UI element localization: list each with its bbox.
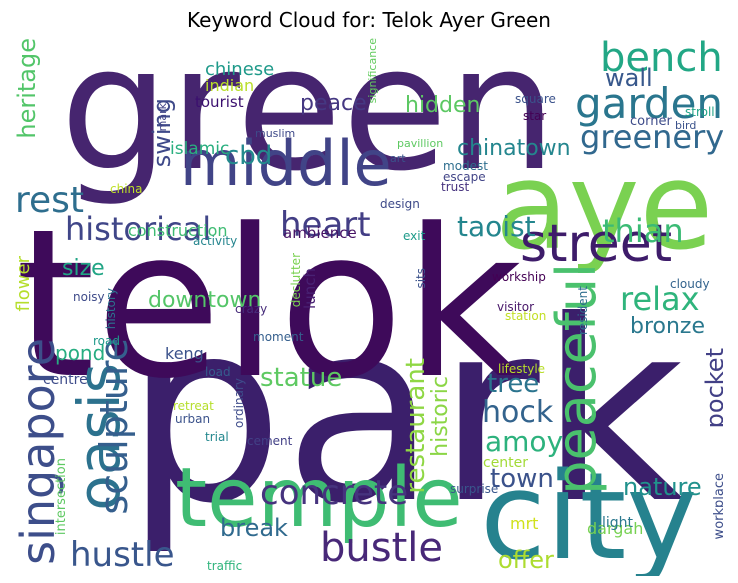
word-bustle: bustle bbox=[320, 525, 443, 571]
word-pond: pond bbox=[55, 341, 106, 365]
word-history: history bbox=[104, 288, 118, 330]
word-escape: escape bbox=[443, 170, 486, 184]
word-surprise: surprise bbox=[450, 482, 499, 496]
word-muslim: muslim bbox=[255, 127, 296, 140]
word-modest: modest bbox=[443, 159, 488, 173]
word-mark: mark bbox=[156, 103, 169, 132]
word-relax: relax bbox=[620, 280, 700, 318]
word-china: china bbox=[110, 182, 143, 196]
word-pavillion: pavillion bbox=[397, 137, 444, 150]
word-corner: corner bbox=[630, 114, 672, 129]
word-historical: historical bbox=[65, 210, 212, 248]
word-islamic: islamic bbox=[170, 139, 230, 159]
word-size: size bbox=[62, 256, 105, 281]
word-road: road bbox=[93, 334, 120, 348]
word-lifestyle: lifestyle bbox=[498, 362, 546, 376]
word-park: park bbox=[125, 267, 685, 558]
word-traffic: traffic bbox=[207, 559, 243, 573]
word-trial: trial bbox=[205, 430, 229, 444]
word-keng: keng bbox=[165, 344, 204, 363]
word-retreat: retreat bbox=[173, 399, 214, 413]
word-peace: peace bbox=[300, 91, 367, 116]
word-square: square bbox=[515, 92, 556, 106]
word-ayer: ayer bbox=[495, 138, 723, 277]
word-sits: sits bbox=[414, 268, 428, 289]
word-greenery: greenery bbox=[580, 118, 723, 156]
word-chinese: chinese bbox=[205, 59, 275, 80]
word-construction: construction bbox=[128, 221, 228, 240]
word-green: green bbox=[60, 38, 557, 209]
word-declutter: declutter bbox=[289, 253, 303, 308]
word-significance: significance bbox=[366, 38, 379, 104]
word-pocket: pocket bbox=[701, 348, 723, 429]
word-temple: temple bbox=[175, 451, 463, 546]
word-light: light bbox=[602, 515, 634, 531]
word-design: design bbox=[380, 197, 420, 211]
word-bench: bench bbox=[600, 38, 723, 81]
word-stroll: stroll bbox=[685, 105, 715, 119]
word-crazy: crazy bbox=[235, 302, 268, 316]
word-urban: urban bbox=[175, 412, 211, 426]
word-garden: garden bbox=[575, 79, 723, 128]
word-historic: historic bbox=[428, 376, 453, 457]
word-telok: telok bbox=[15, 186, 523, 424]
word-indian: indian bbox=[205, 76, 255, 95]
word-center: center bbox=[483, 455, 529, 471]
word-star: star bbox=[523, 109, 547, 123]
word-city: city bbox=[480, 448, 698, 577]
word-street: street bbox=[520, 214, 673, 274]
word-workship: workship bbox=[492, 270, 546, 284]
word-town: town bbox=[490, 464, 554, 494]
word-bronze: bronze bbox=[630, 314, 706, 339]
word-concrete: concrete bbox=[260, 473, 409, 513]
word-ambience: ambience bbox=[283, 224, 357, 242]
word-thian: thian bbox=[602, 212, 684, 250]
word-trust: trust bbox=[441, 180, 470, 194]
word-cement: cement bbox=[247, 434, 293, 448]
word-lunch: lunch bbox=[301, 268, 319, 309]
word-middle: middle bbox=[180, 127, 392, 200]
word-chinatown: chinatown bbox=[457, 136, 571, 161]
word-rest: rest bbox=[15, 180, 85, 221]
chart-title: Keyword Cloud for: Telok Ayer Green bbox=[187, 8, 551, 32]
word-wall: wall bbox=[605, 64, 653, 92]
word-load: load bbox=[205, 365, 231, 379]
word-visitor: visitor bbox=[497, 300, 535, 314]
word-statue: statue bbox=[260, 363, 343, 393]
word-cloudy: cloudy bbox=[670, 277, 710, 291]
word-nature: nature bbox=[623, 473, 702, 501]
word-activity: activity bbox=[193, 234, 238, 248]
word-tree: tree bbox=[487, 369, 540, 399]
word-hidden: hidden bbox=[405, 93, 481, 118]
word-moment: moment bbox=[253, 330, 304, 344]
word-heart: heart bbox=[280, 205, 371, 245]
word-hustle: hustle bbox=[70, 535, 175, 575]
word-heritage: heritage bbox=[15, 38, 41, 139]
word-centre: centre bbox=[43, 372, 88, 388]
word-resident: resident bbox=[576, 286, 590, 335]
word-amoy: amoy bbox=[485, 425, 564, 458]
word-noisy: noisy bbox=[73, 290, 105, 304]
word-flower: flower bbox=[15, 256, 34, 312]
word-taoist: taoist bbox=[457, 210, 536, 243]
word-mrt: mrt bbox=[510, 514, 539, 533]
word-downtown: downtown bbox=[148, 288, 262, 313]
word-ordinary: ordinary bbox=[232, 378, 246, 429]
word-restaurant: restaurant bbox=[401, 358, 431, 494]
word-station: station bbox=[505, 309, 547, 323]
word-bird: bird bbox=[675, 119, 697, 132]
word-workplace: workplace bbox=[712, 473, 723, 540]
word-offer: offer bbox=[498, 546, 554, 574]
word-break: break bbox=[220, 514, 288, 542]
word-dargah: dargah bbox=[587, 519, 644, 538]
word-exit: exit bbox=[403, 229, 426, 243]
word-cbd: cbd bbox=[225, 141, 273, 171]
word-art: art bbox=[390, 152, 406, 165]
word-intersection: intersection bbox=[54, 458, 69, 536]
word-hock: hock bbox=[482, 395, 554, 430]
word-tourist: tourist bbox=[195, 93, 244, 111]
